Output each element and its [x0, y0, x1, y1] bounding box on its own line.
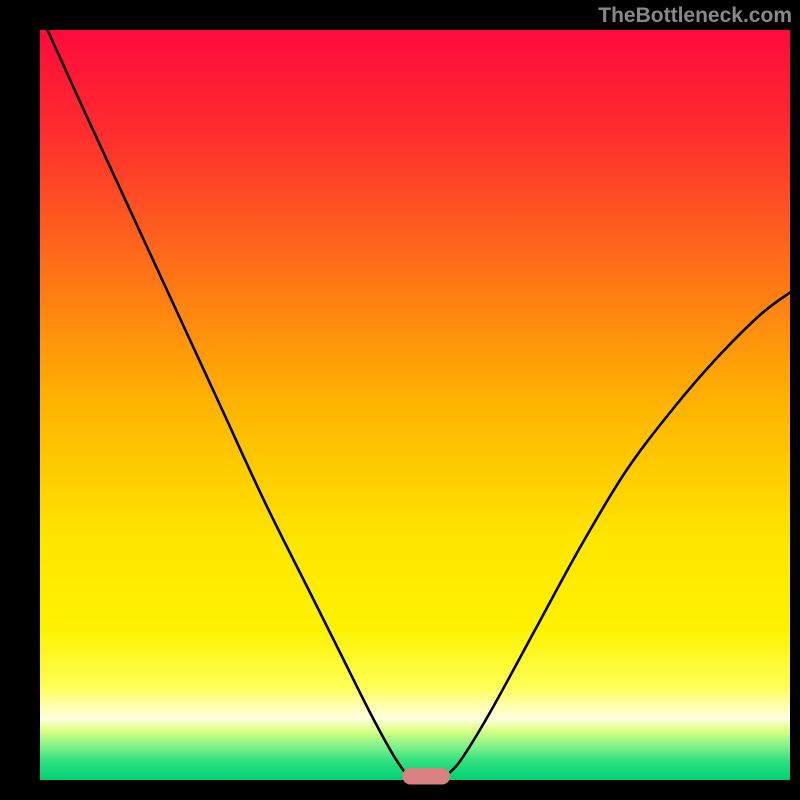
bottleneck-plot — [0, 0, 800, 800]
optimal-marker — [402, 768, 450, 785]
watermark-text: TheBottleneck.com — [598, 4, 792, 28]
chart-container: TheBottleneck.com — [0, 0, 800, 800]
